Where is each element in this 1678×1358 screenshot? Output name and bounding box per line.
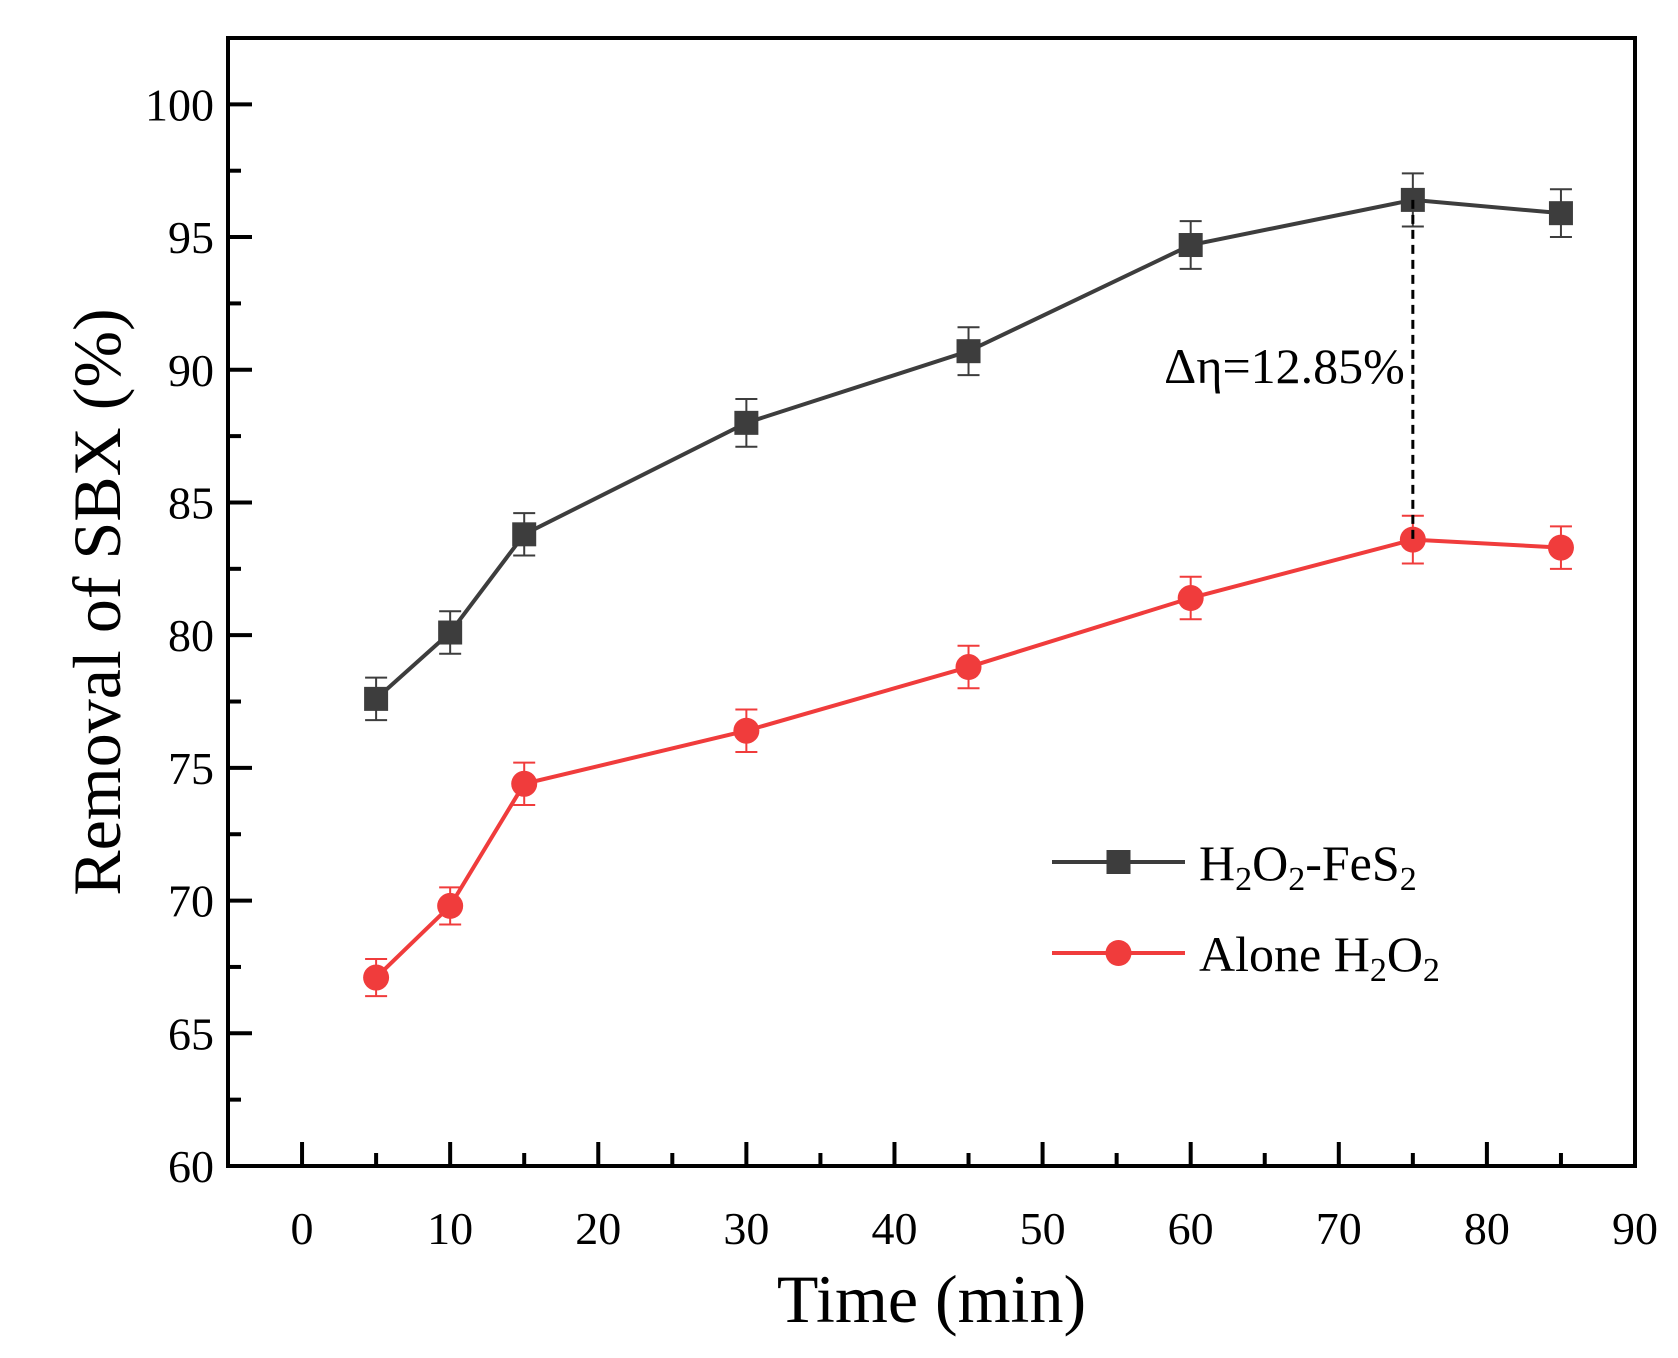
data-point [1548, 201, 1573, 226]
y-tick-label: 80 [168, 610, 214, 661]
data-point [733, 717, 760, 744]
data-point [437, 892, 464, 919]
y-tick-label: 95 [168, 212, 214, 263]
x-tick-label: 90 [1612, 1203, 1658, 1254]
x-tick-label: 10 [427, 1203, 473, 1254]
legend-label: Alone H2O2 [1199, 926, 1440, 989]
data-point [438, 620, 463, 645]
legend-subscript: 2 [1423, 952, 1440, 989]
y-tick-label: 60 [168, 1141, 214, 1192]
annotation-layer: Δη=12.85% [1164, 199, 1415, 540]
series-alone-h2o2 [363, 514, 1574, 998]
data-point [734, 410, 759, 435]
data-point [1178, 233, 1203, 258]
x-tick-label: 60 [1168, 1203, 1214, 1254]
series-h2o2-fes2 [364, 172, 1573, 722]
plot-frame [226, 36, 1637, 1168]
legend-text-part: -FeS [1305, 835, 1399, 891]
legend-text-part: O [1387, 926, 1423, 982]
legend-item: H2O2-FeS2 [1052, 835, 1417, 898]
y-tick-label: 100 [145, 79, 214, 130]
data-point [363, 964, 390, 991]
x-tick-label: 80 [1464, 1203, 1510, 1254]
series-layer [363, 172, 1574, 998]
x-tick-label: 0 [291, 1203, 314, 1254]
x-axis-title: Time (min) [777, 1261, 1086, 1337]
x-tick-label: 70 [1316, 1203, 1362, 1254]
data-point [956, 339, 981, 364]
y-tick-label: 85 [168, 477, 214, 528]
x-tick-label: 30 [723, 1203, 769, 1254]
legend-text-part: Alone H [1199, 926, 1370, 982]
data-point [1547, 534, 1574, 561]
legend-text-part: O [1252, 835, 1288, 891]
legend-subscript: 2 [1370, 952, 1387, 989]
legend-text-part: H [1199, 835, 1235, 891]
data-point [512, 522, 537, 547]
legend-label: H2O2-FeS2 [1199, 835, 1417, 898]
data-point [955, 654, 982, 681]
legend-subscript: 2 [1400, 861, 1417, 898]
x-tick-label: 40 [871, 1203, 917, 1254]
series-line [374, 537, 1562, 979]
y-tick-label: 75 [168, 743, 214, 794]
x-tick-label: 50 [1020, 1203, 1066, 1254]
y-tick-label: 90 [168, 345, 214, 396]
legend-marker [1105, 940, 1132, 966]
legend-subscript: 2 [1288, 861, 1305, 898]
x-tick-label: 20 [575, 1203, 621, 1254]
data-point [511, 770, 538, 797]
data-point [1399, 526, 1426, 553]
series-line [374, 197, 1562, 701]
legend-item: Alone H2O2 [1052, 926, 1440, 989]
y-axis-title: Removal of SBX (%) [59, 308, 135, 895]
data-point [1177, 585, 1204, 612]
legend-marker [1106, 850, 1131, 874]
delta-annotation: Δη=12.85% [1164, 338, 1405, 394]
axes-layer: 0 10 20 30 40 50 60 70 80 90 60 65 70 75 80 85 90 95 100 [145, 36, 1658, 1254]
legend-subscript: 2 [1235, 861, 1252, 898]
data-point [364, 686, 389, 711]
y-tick-label: 65 [168, 1008, 214, 1059]
y-tick-label: 70 [168, 876, 214, 927]
